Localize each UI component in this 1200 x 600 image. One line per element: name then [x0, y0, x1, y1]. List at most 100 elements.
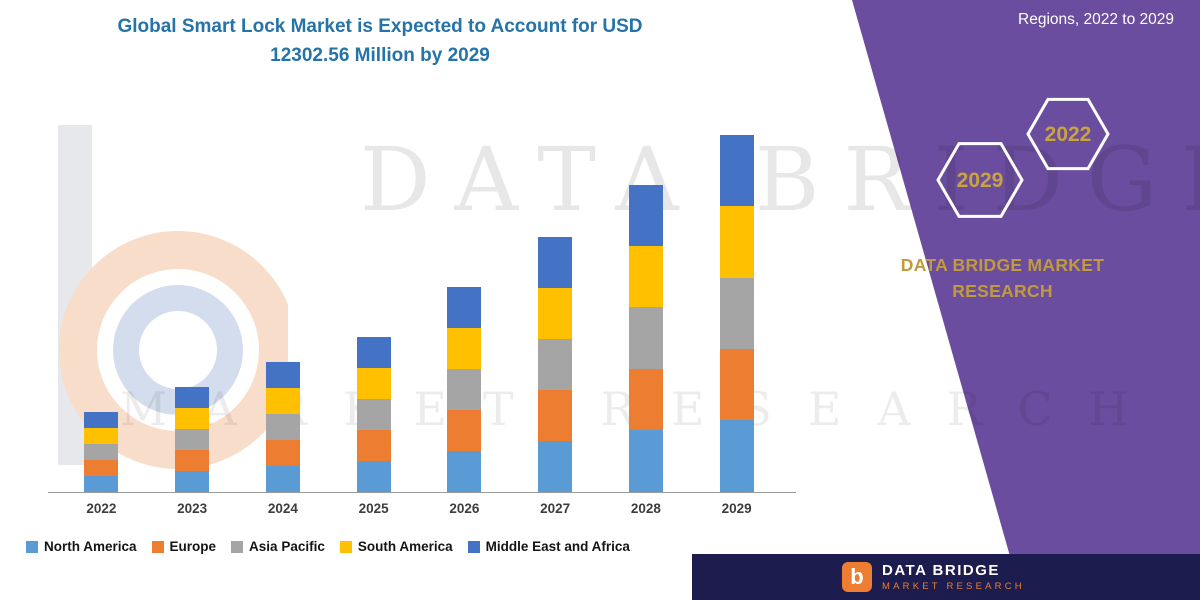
segment-2027-asia-pacific	[538, 338, 573, 390]
legend-label-north-america: North America	[44, 539, 137, 554]
chart-title: Global Smart Lock Market is Expected to …	[55, 12, 705, 71]
segment-2027-north-america	[538, 440, 573, 492]
segment-2026-middle-east-and-africa	[447, 286, 482, 329]
footer-tagline: MARKET RESEARCH	[882, 581, 1025, 592]
x-tick-2026: 2026	[449, 501, 480, 516]
bar-group-2027	[510, 132, 601, 492]
x-tick-2029: 2029	[721, 501, 752, 516]
footer-brand-block: DATA BRIDGE MARKET RESEARCH	[882, 562, 1025, 592]
segment-2025-middle-east-and-africa	[356, 336, 391, 368]
bar-group-2029	[691, 132, 782, 492]
legend-item-europe: Europe	[151, 539, 217, 554]
legend-item-asia-pacific: Asia Pacific	[231, 539, 325, 554]
bar-group-2024	[238, 132, 329, 492]
bar-group-2023	[147, 132, 238, 492]
segment-2022-europe	[84, 460, 119, 476]
segment-2026-asia-pacific	[447, 369, 482, 411]
hexagon-year-2029: 2029	[957, 169, 1004, 192]
legend-swatch-north-america	[26, 540, 38, 553]
x-tick-2028: 2028	[630, 501, 661, 516]
legend-label-south-america: South America	[357, 539, 453, 554]
segment-2025-north-america	[356, 460, 391, 492]
segment-2024-europe	[265, 440, 300, 466]
x-tick-2022: 2022	[86, 501, 117, 516]
bar-group-2028	[601, 132, 692, 492]
bar-plot-area	[56, 132, 782, 492]
segment-2022-middle-east-and-africa	[84, 411, 119, 428]
segment-2029-asia-pacific	[719, 277, 754, 350]
hexagon-2029-shape	[936, 142, 1024, 218]
segment-2024-north-america	[265, 465, 300, 492]
segment-2027-middle-east-and-africa	[538, 236, 573, 288]
segment-2024-middle-east-and-africa	[265, 361, 300, 388]
segment-2024-asia-pacific	[265, 414, 300, 441]
legend-label-asia-pacific: Asia Pacific	[249, 539, 325, 554]
data-bridge-logo-icon: b	[842, 562, 872, 592]
segment-2026-europe	[447, 410, 482, 451]
segment-2029-north-america	[719, 420, 754, 492]
bar-group-2025	[328, 132, 419, 492]
stacked-bar-2026	[447, 286, 482, 492]
segment-2022-asia-pacific	[84, 444, 119, 461]
segment-2028-middle-east-and-africa	[628, 184, 663, 247]
legend-swatch-middle-east-and-africa	[467, 540, 480, 553]
legend-swatch-europe	[151, 540, 164, 553]
hexagon-year-2022: 2022	[1045, 123, 1092, 146]
legend-swatch-south-america	[339, 540, 352, 553]
segment-2028-north-america	[628, 430, 663, 492]
legend-item-north-america: North America	[26, 539, 137, 554]
footer-logo-group: b DATA BRIDGE MARKET RESEARCH	[842, 562, 1025, 592]
segment-2027-south-america	[538, 287, 573, 339]
segment-2023-north-america	[175, 470, 210, 492]
stacked-bar-2024	[265, 361, 300, 492]
segment-2025-south-america	[356, 367, 391, 399]
hexagon-years: 2022 2029	[900, 92, 1132, 239]
segment-2027-europe	[538, 389, 573, 441]
chart-title-line1: Global Smart Lock Market is Expected to …	[117, 16, 643, 37]
legend-label-europe: Europe	[169, 539, 217, 554]
side-panel-header: Regions, 2022 to 2029	[1018, 11, 1174, 28]
hexagon-2022-shape	[1026, 97, 1110, 171]
segment-2025-asia-pacific	[356, 398, 391, 430]
footer-brand-name: DATA BRIDGE	[882, 562, 1000, 579]
stacked-bar-2025	[356, 336, 391, 492]
x-axis-line	[48, 492, 796, 493]
segment-2026-north-america	[447, 450, 482, 492]
segment-2022-north-america	[84, 475, 119, 492]
side-panel-brand: DATA BRIDGE MARKET RESEARCH	[900, 255, 1105, 302]
segment-2024-south-america	[265, 387, 300, 415]
stacked-bar-2022	[84, 411, 119, 492]
x-tick-2023: 2023	[177, 501, 208, 516]
segment-2028-south-america	[628, 246, 663, 308]
segment-2023-south-america	[175, 408, 210, 430]
x-axis-tick-labels: 2022 2023 2024 2025 2026 2027 2028 2029	[56, 501, 782, 516]
segment-2025-europe	[356, 429, 391, 461]
segment-2023-middle-east-and-africa	[175, 386, 210, 409]
bar-group-2022	[56, 132, 147, 492]
segment-2029-south-america	[719, 206, 754, 278]
legend-item-south-america: South America	[339, 539, 453, 554]
segment-2023-asia-pacific	[175, 429, 210, 451]
footer-bar: b DATA BRIDGE MARKET RESEARCH	[692, 554, 1200, 600]
x-tick-2027: 2027	[540, 501, 571, 516]
legend-label-middle-east-and-africa: Middle East and Africa	[485, 539, 630, 554]
stacked-bar-2029	[719, 134, 754, 492]
segment-2029-europe	[719, 349, 754, 421]
stacked-bar-2027	[538, 236, 573, 492]
segment-2022-south-america	[84, 427, 119, 445]
stacked-bar-2028	[628, 184, 663, 492]
segment-2026-south-america	[447, 328, 482, 370]
segment-2028-europe	[628, 368, 663, 431]
segment-2028-asia-pacific	[628, 307, 663, 369]
x-tick-2024: 2024	[267, 501, 298, 516]
segment-2023-europe	[175, 450, 210, 471]
stacked-bar-2023	[175, 386, 210, 492]
segment-2029-middle-east-and-africa	[719, 134, 754, 207]
bar-group-2026	[419, 132, 510, 492]
legend-item-middle-east-and-africa: Middle East and Africa	[467, 539, 630, 554]
x-tick-2025: 2025	[358, 501, 389, 516]
legend-swatch-asia-pacific	[231, 540, 244, 553]
chart-legend: North America Europe Asia Pacific South Ame…	[26, 539, 630, 554]
chart-title-line2: 12302.56 Million by 2029	[270, 45, 490, 67]
